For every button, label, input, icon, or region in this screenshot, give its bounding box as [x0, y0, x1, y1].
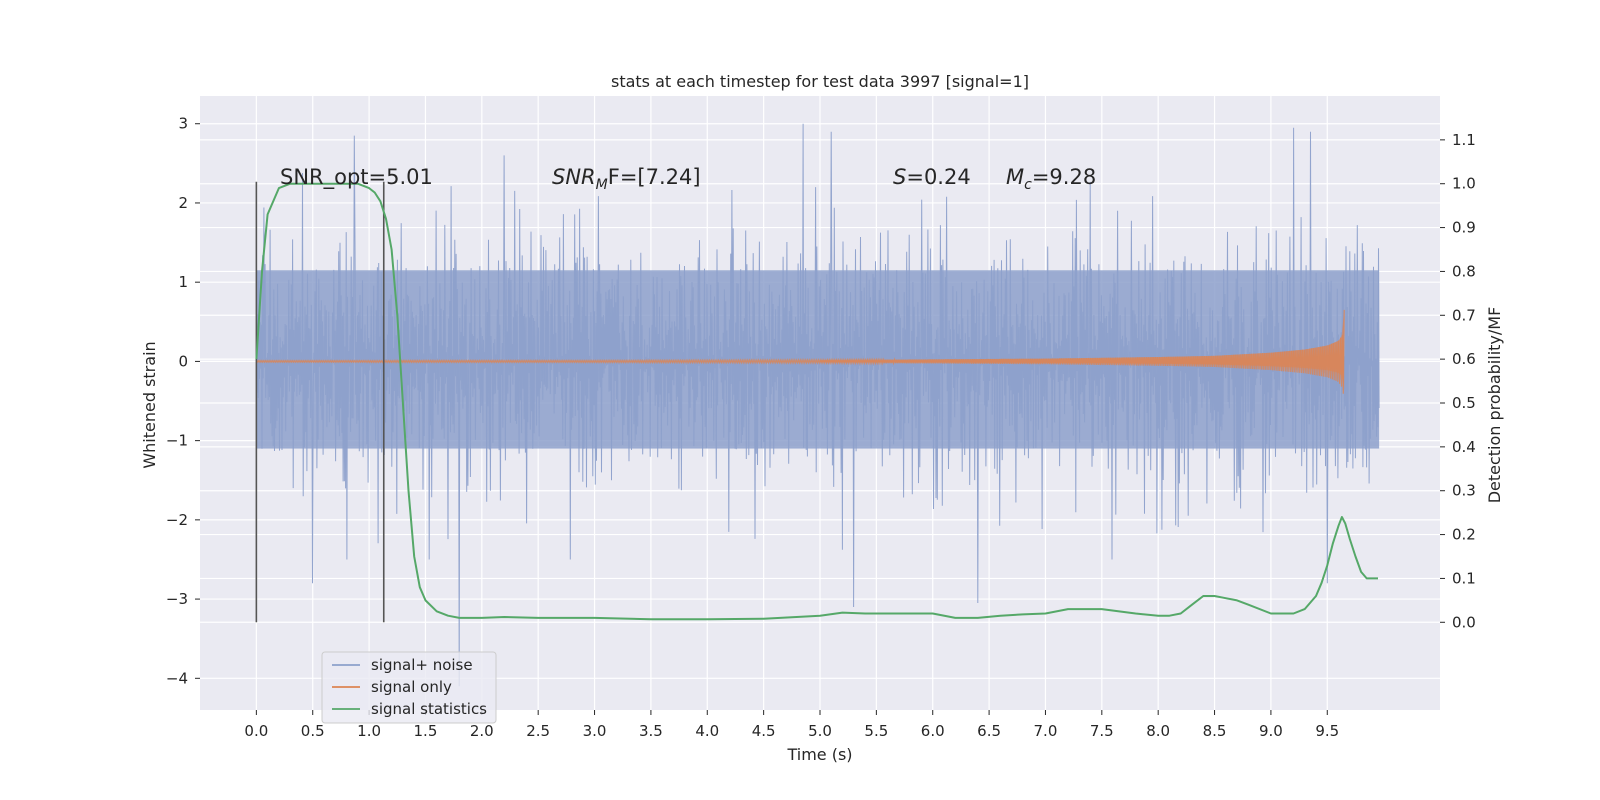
y-tick-label: 2 — [178, 194, 188, 212]
y2-tick-label: 0.0 — [1452, 613, 1476, 631]
s-value: =0.24 — [906, 165, 970, 189]
y2-tick-label: 0.6 — [1452, 350, 1476, 368]
y2-tick-label: 0.5 — [1452, 394, 1476, 412]
legend-label-noise: signal+ noise — [371, 656, 473, 674]
x-tick-label: 5.5 — [864, 722, 888, 740]
y2-tick-label: 0.1 — [1452, 569, 1476, 587]
mc-symbol: M — [1006, 165, 1024, 189]
x-tick-label: 6.5 — [977, 722, 1001, 740]
x-tick-label: 1.5 — [414, 722, 438, 740]
y2-tick-label: 0.2 — [1452, 526, 1476, 544]
legend-label-stat: signal statistics — [371, 700, 487, 718]
snr-mf-symbol: SNR — [552, 165, 596, 189]
x-tick-label: 7.0 — [1034, 722, 1058, 740]
x-tick-label: 8.0 — [1146, 722, 1170, 740]
y-tick-label: −1 — [166, 432, 188, 450]
y-tick-label: 1 — [178, 273, 188, 291]
snr-mf-value: F=[7.24] — [608, 165, 701, 189]
signal-line — [255, 309, 1345, 394]
y-tick-label: 0 — [178, 352, 188, 370]
snr-opt-annotation: SNR_opt=5.01 — [280, 165, 433, 190]
y2-tick-label: 1.1 — [1452, 131, 1476, 149]
x-tick-label: 9.5 — [1315, 722, 1339, 740]
mc-annotation: Mc=9.28 — [1006, 165, 1096, 193]
legend-box — [321, 651, 497, 724]
x-tick-label: 5.0 — [808, 722, 832, 740]
y-tick-label: −4 — [166, 669, 188, 687]
signal-statistics-series — [255, 182, 1378, 621]
noise-line — [255, 123, 1380, 687]
s-symbol: S — [893, 165, 906, 189]
y2-tick-label: 0.8 — [1452, 262, 1476, 280]
chart-title: stats at each timestep for test data 399… — [611, 72, 1029, 91]
x-tick-label: 6.0 — [921, 722, 945, 740]
x-tick-label: 0.5 — [301, 722, 325, 740]
y-tick-label: −2 — [166, 511, 188, 529]
y2-tick-label: 0.9 — [1452, 219, 1476, 237]
x-tick-label: 1.0 — [357, 722, 381, 740]
statistics-line — [255, 182, 1378, 621]
signal-only-series — [255, 309, 1345, 394]
x-tick-label: 3.5 — [639, 722, 663, 740]
y-tick-labels: 3 2 1 0 −1 −2 −3 −4 — [166, 115, 200, 687]
legend: signal+ noise signal only signal statist… — [321, 651, 497, 724]
x-tick-label: 0.0 — [244, 722, 268, 740]
y-axis-label: Whitened strain — [140, 341, 159, 468]
mc-value: =9.28 — [1032, 165, 1096, 189]
x-tick-label: 7.5 — [1090, 722, 1114, 740]
y2-tick-labels: 1.1 1.0 0.9 0.8 0.7 0.6 0.5 0.4 0.3 0.2 0.1 0.0 — [1440, 131, 1476, 631]
mc-subscript: c — [1024, 177, 1032, 193]
x-tick-label: 4.5 — [752, 722, 776, 740]
vertical-markers — [255, 181, 385, 623]
s-annotation: S=0.24 — [893, 165, 971, 189]
x-tick-labels: 0.0 0.5 1.0 1.5 2.0 2.5 3.0 3.5 4.0 4.5 5.0 5.5 6.0 6… — [244, 710, 1339, 740]
x-tick-label: 2.0 — [470, 722, 494, 740]
snr-mf-annotation: SNRMF=[7.24] — [552, 165, 701, 193]
x-tick-label: 2.5 — [526, 722, 550, 740]
legend-label-signal: signal only — [371, 678, 452, 696]
y-tick-label: 3 — [178, 115, 188, 133]
snr-mf-subscript: M — [596, 177, 608, 193]
y2-tick-label: 0.3 — [1452, 482, 1476, 500]
x-tick-label: 4.0 — [695, 722, 719, 740]
y-tick-label: −3 — [166, 590, 188, 608]
y2-axis-label: Detection probability/MF — [1485, 307, 1504, 504]
x-tick-label: 9.0 — [1259, 722, 1283, 740]
x-axis-label: Time (s) — [786, 745, 852, 764]
y2-tick-label: 0.4 — [1452, 438, 1476, 456]
x-tick-label: 3.0 — [583, 722, 607, 740]
y2-tick-label: 0.7 — [1452, 306, 1476, 324]
x-tick-label: 8.5 — [1203, 722, 1227, 740]
y2-tick-label: 1.0 — [1452, 175, 1476, 193]
